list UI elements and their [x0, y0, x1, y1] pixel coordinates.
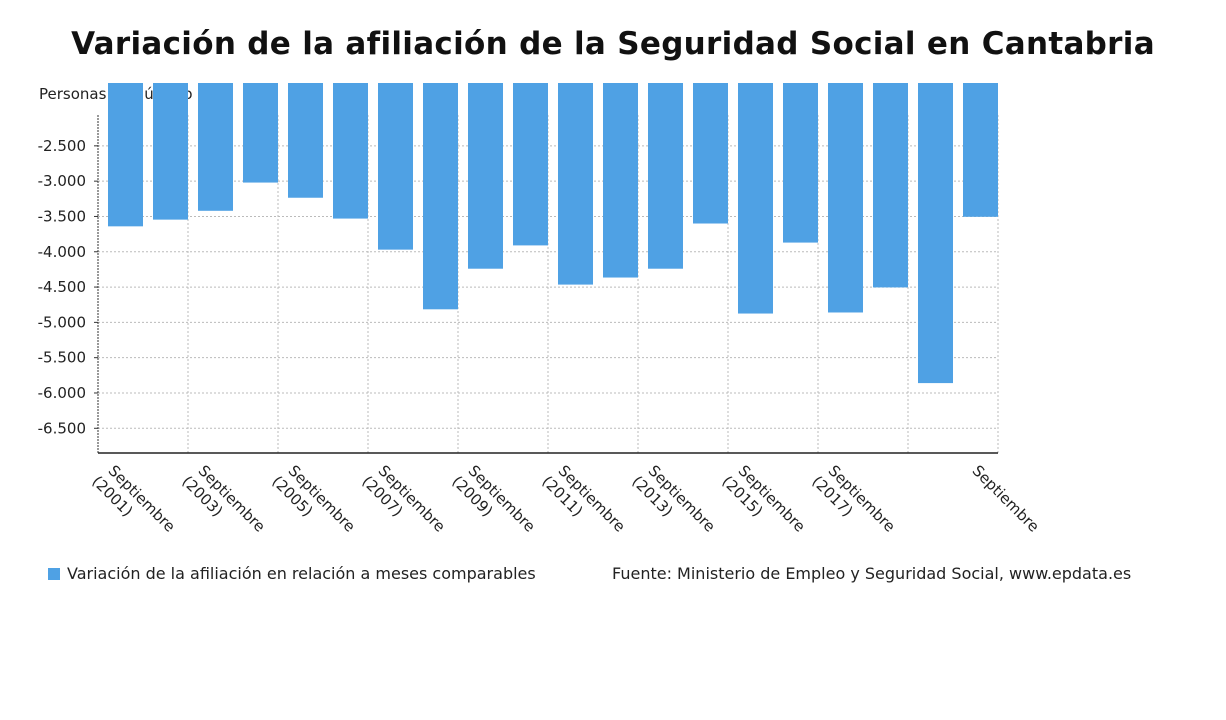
- bar: [333, 83, 368, 219]
- x-tick-label: Septiembre(2011): [538, 462, 628, 536]
- y-tick-label: -4.000: [38, 243, 86, 261]
- y-tick-label: -4.500: [38, 278, 86, 296]
- legend-label: Variación de la afiliación en relación a…: [67, 564, 536, 583]
- y-tick-label: -3.000: [38, 172, 86, 190]
- y-tick-label: -6.500: [38, 419, 86, 437]
- bar: [288, 83, 323, 198]
- x-tick-label: Septiembre(2001): [88, 462, 178, 536]
- bar: [693, 83, 728, 224]
- x-tick-label: Septiembre: [969, 462, 1043, 536]
- bar: [558, 83, 593, 285]
- legend: Variación de la afiliación en relación a…: [48, 564, 536, 583]
- x-tick-label-line: Septiembre: [969, 462, 1043, 536]
- bar: [153, 83, 188, 220]
- bar: [378, 83, 413, 250]
- bar: [738, 83, 773, 314]
- x-tick-label: Septiembre(2013): [628, 462, 718, 536]
- x-tick-label: Septiembre(2017): [808, 462, 898, 536]
- bar: [963, 83, 998, 217]
- legend-swatch: [48, 567, 60, 580]
- y-tick-label: -5.000: [38, 313, 86, 331]
- x-tick-label: Septiembre(2005): [268, 462, 358, 536]
- y-tick-label: -5.500: [38, 349, 86, 367]
- bar: [423, 83, 458, 310]
- bar: [198, 83, 233, 211]
- y-tick-label: -3.500: [38, 207, 86, 225]
- x-tick-label: Septiembre(2007): [358, 462, 448, 536]
- bar: [243, 83, 278, 183]
- source-note: Fuente: Ministerio de Empleo y Seguridad…: [612, 564, 1132, 583]
- bar: [783, 83, 818, 243]
- chart-title: Variación de la afiliación de la Segurid…: [71, 26, 1155, 62]
- bar: [108, 83, 143, 227]
- bar: [603, 83, 638, 278]
- bar: [468, 83, 503, 269]
- x-tick-label: Septiembre(2009): [448, 462, 538, 536]
- y-tick-label: -6.000: [38, 384, 86, 402]
- bar: [873, 83, 908, 288]
- x-tick-label: Septiembre(2003): [178, 462, 268, 536]
- bar: [918, 83, 953, 384]
- y-tick-label: -2.500: [38, 137, 86, 155]
- bar: [648, 83, 683, 269]
- x-tick-label: Septiembre(2015): [718, 462, 808, 536]
- bar: [828, 83, 863, 313]
- bar: [513, 83, 548, 246]
